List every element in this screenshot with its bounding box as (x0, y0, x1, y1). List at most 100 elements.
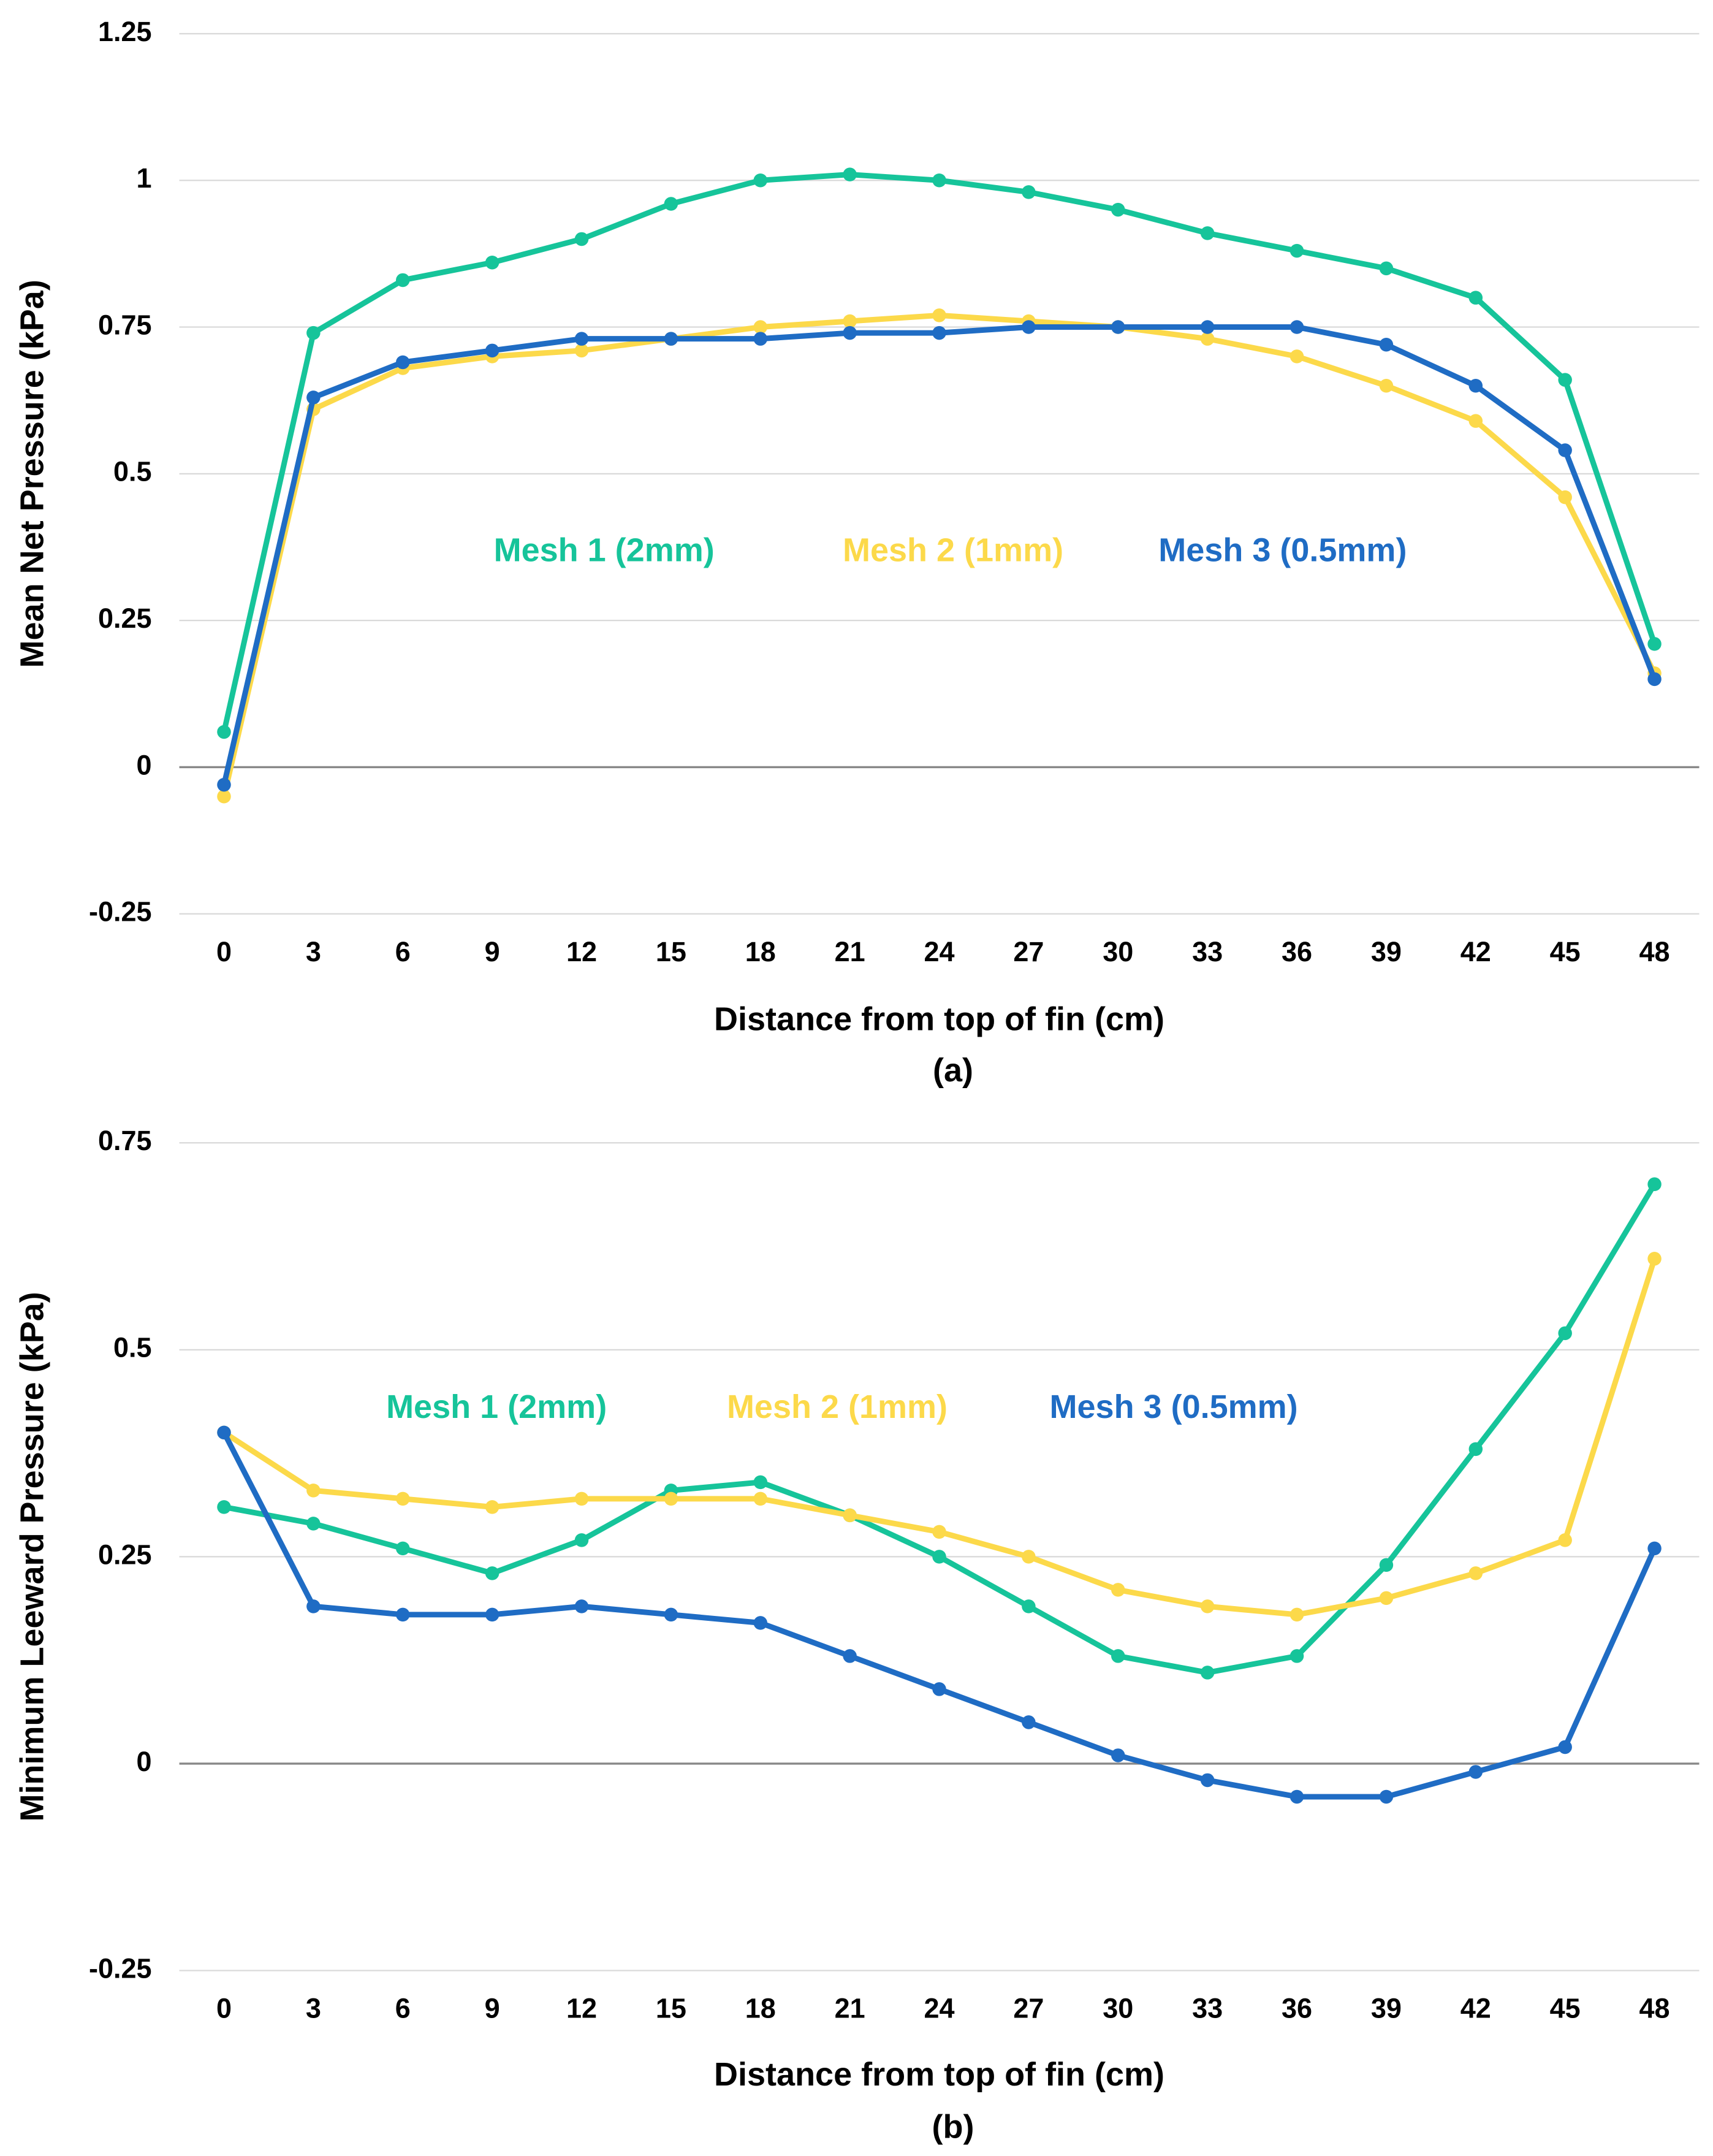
x-tick-label: 3 (306, 1993, 321, 2024)
data-point (1289, 1649, 1304, 1663)
y-tick-label: -0.25 (89, 896, 152, 928)
data-point (1647, 637, 1662, 651)
x-tick-label: 12 (566, 936, 597, 967)
x-tick-label: 15 (656, 936, 686, 967)
x-tick-label: 12 (566, 1993, 597, 2024)
data-point (1558, 373, 1572, 387)
data-point (1647, 1541, 1662, 1556)
x-tick-label: 27 (1013, 1993, 1044, 2024)
data-point (1558, 443, 1572, 457)
data-point (664, 1607, 678, 1622)
caption: (a) (933, 1052, 973, 1089)
data-point (932, 308, 946, 322)
data-point (485, 343, 499, 358)
data-point (1558, 1533, 1572, 1547)
data-point (753, 1491, 768, 1506)
data-point (217, 725, 231, 739)
data-point (1468, 414, 1483, 428)
x-tick-label: 33 (1192, 1993, 1223, 2024)
data-point (1558, 1740, 1572, 1754)
data-point (485, 1566, 499, 1580)
x-tick-label: 45 (1550, 936, 1581, 967)
data-point (932, 1525, 946, 1539)
data-point (1647, 1252, 1662, 1266)
x-tick-label: 27 (1013, 936, 1044, 967)
y-tick-label: 0.5 (113, 456, 152, 487)
data-point (1111, 320, 1125, 334)
series-line (223, 1183, 1657, 1675)
data-point (664, 197, 678, 211)
data-point (1289, 1607, 1304, 1622)
data-point (1200, 1599, 1215, 1613)
y-tick-label: 0.5 (113, 1332, 152, 1363)
y-tick-label: 1.25 (98, 16, 152, 47)
x-tick-label: 24 (924, 936, 954, 967)
x-tick-label: 9 (485, 936, 500, 967)
data-point (1468, 1442, 1483, 1457)
x-tick-label: 42 (1460, 936, 1491, 967)
data-point (395, 1607, 410, 1622)
legend-entry: Mesh 1 (2mm) (386, 1388, 607, 1425)
data-point (753, 1616, 768, 1630)
data-point (1200, 1666, 1215, 1680)
x-tick-label: 24 (924, 1993, 954, 2024)
data-point (1022, 1715, 1036, 1729)
data-point (664, 1491, 678, 1506)
data-point (574, 1599, 589, 1613)
data-point (1468, 1566, 1483, 1580)
data-point (1289, 320, 1304, 334)
data-point (395, 355, 410, 370)
data-point (1022, 320, 1036, 334)
data-point (843, 1649, 857, 1663)
data-point (217, 1425, 231, 1440)
data-point (1289, 349, 1304, 364)
data-point (932, 1682, 946, 1696)
x-tick-label: 39 (1371, 936, 1402, 967)
x-axis-label: Distance from top of fin (cm) (714, 1000, 1164, 1037)
x-tick-label: 0 (216, 936, 232, 967)
data-point (932, 326, 946, 340)
x-tick-label: 3 (306, 936, 321, 967)
data-point (574, 232, 589, 246)
data-point (932, 1550, 946, 1564)
data-point (1200, 226, 1215, 240)
data-point (1468, 378, 1483, 393)
y-axis-label: Minimum Leeward Pressure (kPa) (14, 1292, 51, 1821)
data-point (306, 1599, 321, 1613)
data-point (574, 332, 589, 346)
data-point (306, 390, 321, 405)
data-point (306, 1484, 321, 1498)
y-tick-label: 0 (137, 749, 152, 780)
x-tick-label: 0 (216, 1993, 232, 2024)
data-point (753, 332, 768, 346)
x-tick-label: 18 (745, 1993, 776, 2024)
data-point (1289, 1789, 1304, 1804)
data-point (574, 1533, 589, 1547)
legend-entry: Mesh 2 (1mm) (727, 1388, 948, 1425)
data-point (843, 326, 857, 340)
y-tick-label: 0.25 (98, 1539, 152, 1570)
data-point (395, 273, 410, 288)
data-point (1111, 202, 1125, 217)
caption: (b) (932, 2109, 974, 2146)
data-point (1379, 1789, 1394, 1804)
y-tick-label: 0.75 (98, 309, 152, 340)
x-tick-label: 6 (395, 936, 411, 967)
legend-entry: Mesh 3 (0.5mm) (1158, 531, 1407, 568)
y-tick-label: -0.25 (89, 1952, 152, 1984)
x-tick-label: 30 (1103, 1993, 1133, 2024)
data-point (1022, 1599, 1036, 1613)
y-tick-label: 0.75 (98, 1125, 152, 1156)
data-point (1200, 332, 1215, 346)
y-tick-label: 1 (137, 162, 152, 194)
data-point (485, 1500, 499, 1514)
data-point (932, 173, 946, 188)
data-point (843, 314, 857, 329)
data-point (1022, 185, 1036, 199)
x-tick-label: 6 (395, 1993, 411, 2024)
data-point (1111, 1748, 1125, 1762)
data-point (574, 343, 589, 358)
data-point (1022, 1550, 1036, 1564)
data-point (753, 320, 768, 334)
